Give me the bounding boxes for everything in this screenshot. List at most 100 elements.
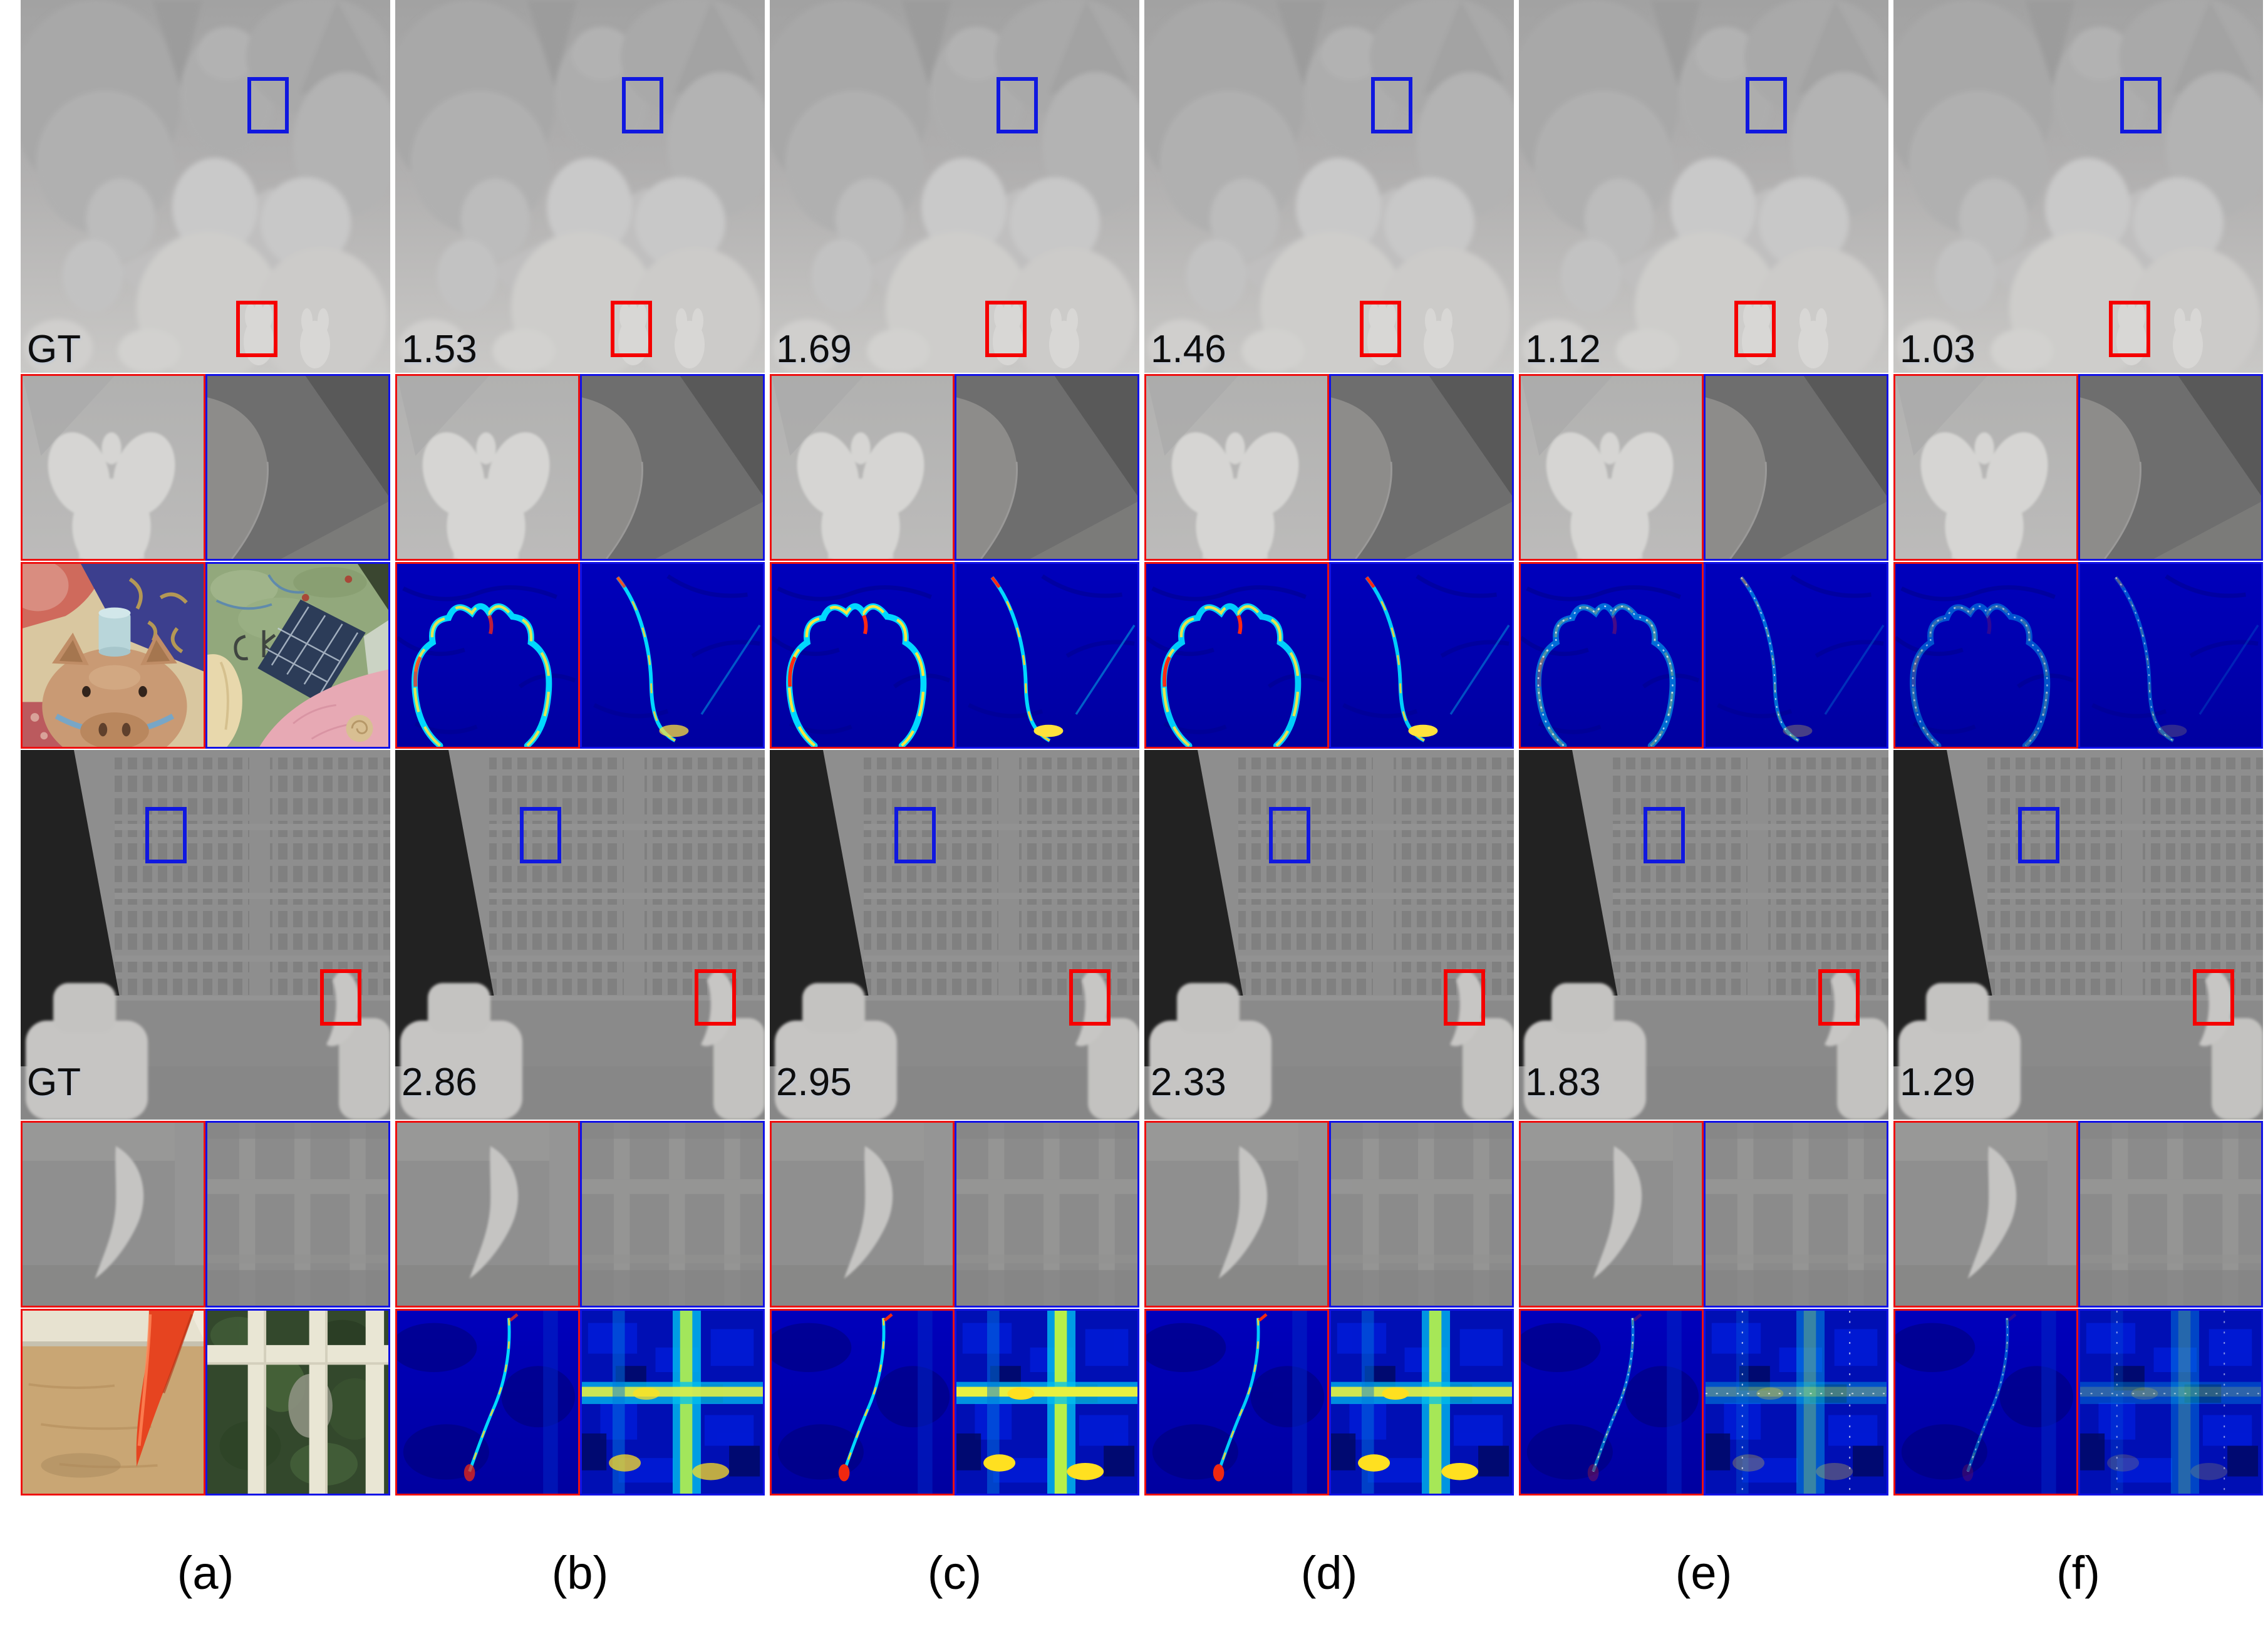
scene2-depth-crop-blue — [580, 1121, 765, 1308]
scene1-depth-crop-red — [395, 374, 580, 561]
blue-roi-box — [1746, 77, 1787, 133]
scene1-error-heatmap-blue — [580, 562, 765, 749]
red-roi-box — [2193, 969, 2234, 1026]
column-caption: (a) — [177, 1547, 234, 1599]
metric-label-scene2: GT — [27, 1061, 81, 1104]
blue-roi-box — [1371, 77, 1412, 133]
depth-map-scene2: GT — [21, 750, 390, 1120]
blue-roi-box — [2120, 77, 2162, 133]
red-roi-box — [2109, 301, 2150, 357]
column-b: 1.53 2.86 (b) — [395, 0, 765, 1644]
scene1-depth-crop-red — [770, 374, 955, 561]
depth-map-scene1: 1.46 — [1144, 0, 1514, 373]
blue-roi-box — [997, 77, 1038, 133]
scene2-error-heatmap-blue — [2078, 1309, 2263, 1496]
scene2-depth-crop-blue — [2078, 1121, 2263, 1308]
column-caption: (f) — [2056, 1547, 2100, 1599]
scene2-error-heatmap-blue — [580, 1309, 765, 1496]
scene2-error-heatmap-red — [1144, 1309, 1329, 1496]
blue-roi-box — [622, 77, 663, 133]
column-caption: (c) — [927, 1547, 982, 1599]
scene2-depth-crop-blue — [955, 1121, 1139, 1308]
metric-label-scene1: 1.46 — [1151, 328, 1226, 371]
scene1-error-heatmap-blue — [955, 562, 1139, 749]
scene2-rgb-crop-blue — [205, 1309, 390, 1496]
scene1-depth-crop-blue — [2078, 374, 2263, 561]
depth-map-scene1: GT — [21, 0, 390, 373]
depth-map-scene1: 1.69 — [770, 0, 1139, 373]
scene2-error-heatmap-blue — [1329, 1309, 1514, 1496]
column-a: GT GT (a) — [21, 0, 390, 1644]
column-caption: (b) — [551, 1547, 609, 1599]
red-roi-box — [1360, 301, 1401, 357]
metric-label-scene1: 1.53 — [401, 328, 477, 371]
red-roi-box — [985, 301, 1027, 357]
blue-roi-box — [247, 77, 289, 133]
scene1-error-heatmap-red — [1893, 562, 2078, 749]
red-roi-box — [1818, 969, 1860, 1026]
scene2-depth-crop-blue — [205, 1121, 390, 1308]
red-roi-box — [1069, 969, 1111, 1026]
column-f: 1.03 1.29 (f) — [1893, 0, 2263, 1644]
scene2-error-heatmap-red — [395, 1309, 580, 1496]
blue-roi-box — [520, 807, 561, 863]
metric-label-scene2: 2.95 — [776, 1061, 852, 1104]
column-caption: (d) — [1300, 1547, 1358, 1599]
depth-map-scene2: 2.86 — [395, 750, 765, 1120]
depth-map-scene2: 2.33 — [1144, 750, 1514, 1120]
scene2-error-heatmap-red — [770, 1309, 955, 1496]
scene1-depth-crop-red — [21, 374, 205, 561]
scene2-depth-crop-red — [1519, 1121, 1704, 1308]
column-e: 1.12 1.83 (e) — [1519, 0, 1888, 1644]
metric-label-scene1: GT — [27, 328, 81, 371]
scene1-depth-crop-blue — [1704, 374, 1888, 561]
scene1-error-heatmap-blue — [1704, 562, 1888, 749]
metric-label-scene1: 1.12 — [1525, 328, 1601, 371]
scene1-depth-crop-red — [1144, 374, 1329, 561]
scene1-error-heatmap-red — [1519, 562, 1704, 749]
scene1-error-heatmap-red — [1144, 562, 1329, 749]
scene1-error-heatmap-red — [395, 562, 580, 749]
depth-map-scene2: 2.95 — [770, 750, 1139, 1120]
metric-label-scene2: 2.86 — [401, 1061, 477, 1104]
scene2-rgb-crop-red — [21, 1309, 205, 1496]
scene2-depth-crop-blue — [1329, 1121, 1514, 1308]
scene2-depth-crop-red — [395, 1121, 580, 1308]
blue-roi-box — [894, 807, 936, 863]
red-roi-box — [695, 969, 736, 1026]
red-roi-box — [320, 969, 361, 1026]
scene1-depth-crop-blue — [205, 374, 390, 561]
blue-roi-box — [1644, 807, 1685, 863]
metric-label-scene2: 2.33 — [1151, 1061, 1226, 1104]
blue-roi-box — [2018, 807, 2059, 863]
depth-map-scene1: 1.12 — [1519, 0, 1888, 373]
metric-label-scene2: 1.83 — [1525, 1061, 1601, 1104]
scene1-error-heatmap-blue — [2078, 562, 2263, 749]
scene1-depth-crop-blue — [1329, 374, 1514, 561]
scene1-rgb-crop-red — [21, 562, 205, 749]
scene1-error-heatmap-blue — [1329, 562, 1514, 749]
scene1-depth-crop-blue — [955, 374, 1139, 561]
column-d: 1.46 2.33 (d) — [1144, 0, 1514, 1644]
red-roi-box — [1734, 301, 1776, 357]
metric-label-scene2: 1.29 — [1900, 1061, 1975, 1104]
column-c: 1.69 2.95 (c) — [770, 0, 1139, 1644]
blue-roi-box — [145, 807, 187, 863]
depth-map-scene1: 1.03 — [1893, 0, 2263, 373]
scene2-error-heatmap-red — [1893, 1309, 2078, 1496]
metric-label-scene1: 1.69 — [776, 328, 852, 371]
depth-map-scene2: 1.83 — [1519, 750, 1888, 1120]
scene1-rgb-crop-blue — [205, 562, 390, 749]
depth-map-scene2: 1.29 — [1893, 750, 2263, 1120]
red-roi-box — [611, 301, 652, 357]
red-roi-box — [236, 301, 277, 357]
scene1-error-heatmap-red — [770, 562, 955, 749]
column-caption: (e) — [1675, 1547, 1732, 1599]
scene2-depth-crop-blue — [1704, 1121, 1888, 1308]
scene2-depth-crop-red — [1893, 1121, 2078, 1308]
scene1-depth-crop-red — [1893, 374, 2078, 561]
depth-map-scene1: 1.53 — [395, 0, 765, 373]
blue-roi-box — [1269, 807, 1310, 863]
scene2-error-heatmap-blue — [1704, 1309, 1888, 1496]
